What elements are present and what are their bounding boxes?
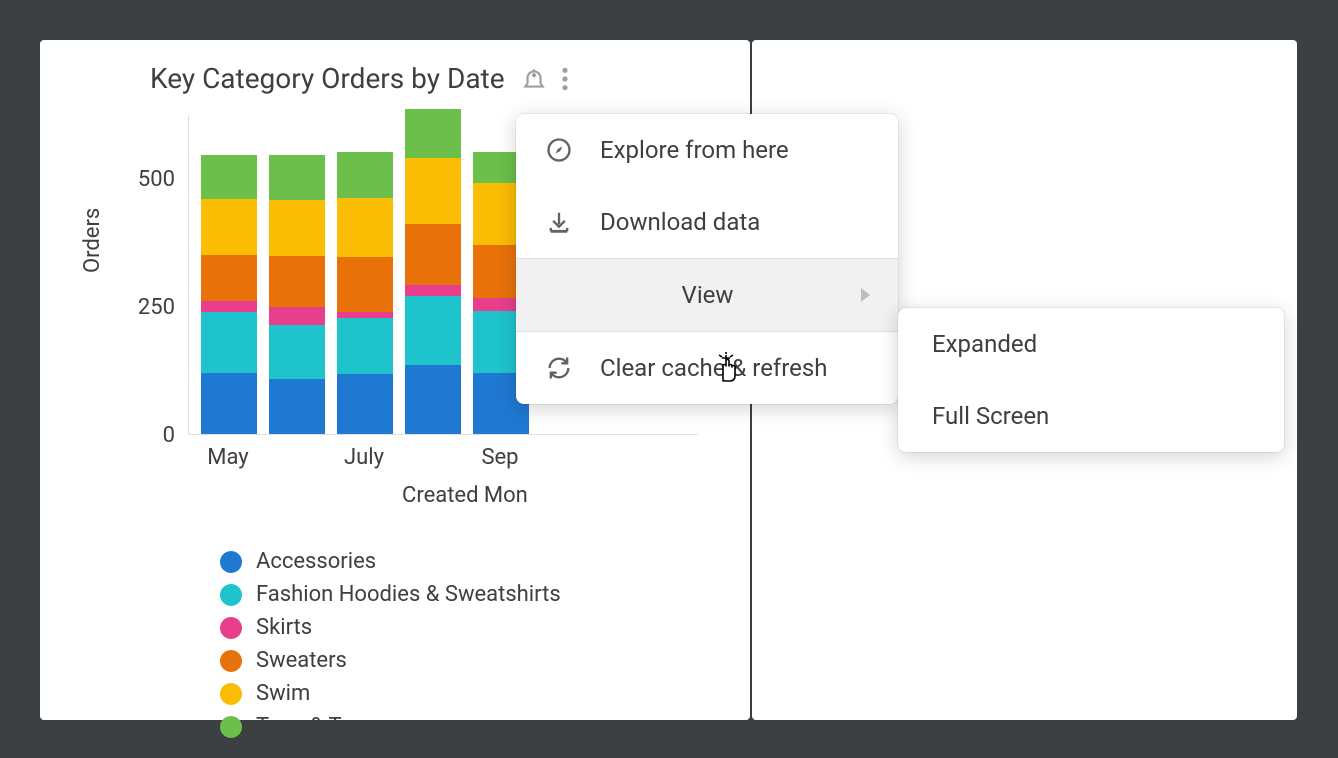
submenu-item-expanded[interactable]: Expanded xyxy=(898,308,1284,380)
bar-segment xyxy=(201,312,257,372)
refresh-icon xyxy=(544,353,574,383)
bar-segment xyxy=(201,199,257,255)
bar-segment xyxy=(405,365,461,434)
chevron-right-icon xyxy=(861,288,870,302)
menu-label: Download data xyxy=(600,208,870,236)
menu-label: Expanded xyxy=(932,330,1256,358)
bar-segment xyxy=(405,158,461,225)
legend-swatch xyxy=(220,650,242,672)
bar-segment xyxy=(269,256,325,307)
menu-item-download[interactable]: Download data xyxy=(516,186,898,258)
bar-segment xyxy=(405,285,461,296)
menu-label: Explore from here xyxy=(600,136,870,164)
legend-swatch xyxy=(220,716,242,738)
tile-header: Key Category Orders by Date xyxy=(40,40,750,105)
legend-swatch xyxy=(220,617,242,639)
chart-legend: AccessoriesFashion Hoodies & Sweatshirts… xyxy=(220,545,750,743)
x-tick-label: Sep xyxy=(481,445,518,470)
menu-item-clear-cache[interactable]: Clear cache & refresh xyxy=(516,332,898,404)
bar-segment xyxy=(269,155,325,200)
bar[interactable] xyxy=(269,155,325,434)
kebab-menu-icon[interactable] xyxy=(561,66,569,92)
bar-segment xyxy=(269,200,325,256)
y-tick-label: 0 xyxy=(70,423,175,448)
tile-title: Key Category Orders by Date xyxy=(150,62,505,95)
submenu-item-fullscreen[interactable]: Full Screen xyxy=(898,380,1284,452)
bar-segment xyxy=(405,296,461,365)
bar-segment xyxy=(337,374,393,434)
y-tick-label: 500 xyxy=(70,167,175,192)
bar-segment xyxy=(201,155,257,199)
y-tick-label: 250 xyxy=(70,295,175,320)
legend-label: Sweaters xyxy=(256,644,347,677)
bar-segment xyxy=(269,325,325,379)
bar-segment xyxy=(201,255,257,301)
tile-context-menu: Explore from here Download data View Cle… xyxy=(516,114,898,404)
legend-item[interactable]: Swim xyxy=(220,677,750,710)
legend-swatch xyxy=(220,551,242,573)
legend-label: Accessories xyxy=(256,545,376,578)
bar-segment xyxy=(201,301,257,312)
menu-item-explore[interactable]: Explore from here xyxy=(516,114,898,186)
x-axis-label: Created Mon xyxy=(402,483,528,508)
view-submenu: Expanded Full Screen xyxy=(898,308,1284,452)
y-axis-ticks: 0250500 xyxy=(70,115,175,435)
legend-item[interactable]: Tops & Tees xyxy=(220,710,750,743)
download-icon xyxy=(544,207,574,237)
tile-icon-group xyxy=(521,66,569,92)
bell-icon[interactable] xyxy=(521,66,547,92)
bar[interactable] xyxy=(405,109,461,434)
bar-segment xyxy=(269,379,325,434)
legend-swatch xyxy=(220,683,242,705)
legend-label: Skirts xyxy=(256,611,312,644)
legend-item[interactable]: Skirts xyxy=(220,611,750,644)
x-tick-label: July xyxy=(344,445,384,470)
legend-label: Swim xyxy=(256,677,310,710)
spacer-icon xyxy=(544,280,574,310)
legend-item[interactable]: Sweaters xyxy=(220,644,750,677)
legend-item[interactable]: Accessories xyxy=(220,545,750,578)
bar-segment xyxy=(337,318,393,373)
bar-segment xyxy=(405,224,461,284)
legend-label: Tops & Tees xyxy=(256,710,375,743)
legend-label: Fashion Hoodies & Sweatshirts xyxy=(256,578,561,611)
bar-segment xyxy=(337,198,393,257)
bar-segment xyxy=(405,109,461,158)
menu-label: View xyxy=(600,281,835,309)
bar-segment xyxy=(201,373,257,434)
bar-segment xyxy=(337,257,393,312)
menu-label: Full Screen xyxy=(932,402,1256,430)
bar[interactable] xyxy=(201,155,257,434)
bar-segment xyxy=(337,152,393,198)
legend-swatch xyxy=(220,584,242,606)
menu-label: Clear cache & refresh xyxy=(600,354,870,382)
bar-segment xyxy=(269,307,325,325)
x-tick-label: May xyxy=(207,445,248,470)
bar[interactable] xyxy=(337,152,393,434)
menu-item-view[interactable]: View xyxy=(516,259,898,331)
compass-icon xyxy=(544,135,574,165)
legend-item[interactable]: Fashion Hoodies & Sweatshirts xyxy=(220,578,750,611)
